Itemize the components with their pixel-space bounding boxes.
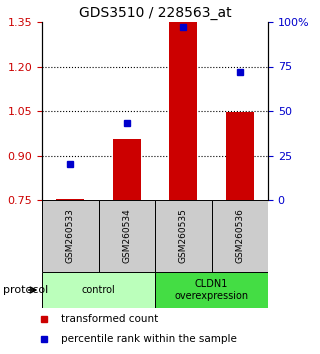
Text: percentile rank within the sample: percentile rank within the sample — [61, 335, 237, 344]
Bar — [226, 113, 254, 200]
Bar — [155, 200, 212, 272]
Bar — [42, 200, 99, 272]
Bar — [56, 199, 84, 200]
Text: GSM260536: GSM260536 — [235, 209, 244, 263]
Text: protocol: protocol — [3, 285, 48, 295]
Text: CLDN1
overexpression: CLDN1 overexpression — [174, 279, 249, 301]
Text: GSM260535: GSM260535 — [179, 209, 188, 263]
Bar — [169, 22, 197, 200]
Text: control: control — [82, 285, 116, 295]
Bar — [212, 200, 268, 272]
Text: transformed count: transformed count — [61, 314, 158, 324]
Bar — [155, 272, 268, 308]
Text: GSM260534: GSM260534 — [122, 209, 131, 263]
Bar — [42, 272, 155, 308]
Bar — [99, 200, 155, 272]
Bar — [113, 139, 141, 200]
Title: GDS3510 / 228563_at: GDS3510 / 228563_at — [79, 6, 231, 19]
Text: GSM260533: GSM260533 — [66, 209, 75, 263]
